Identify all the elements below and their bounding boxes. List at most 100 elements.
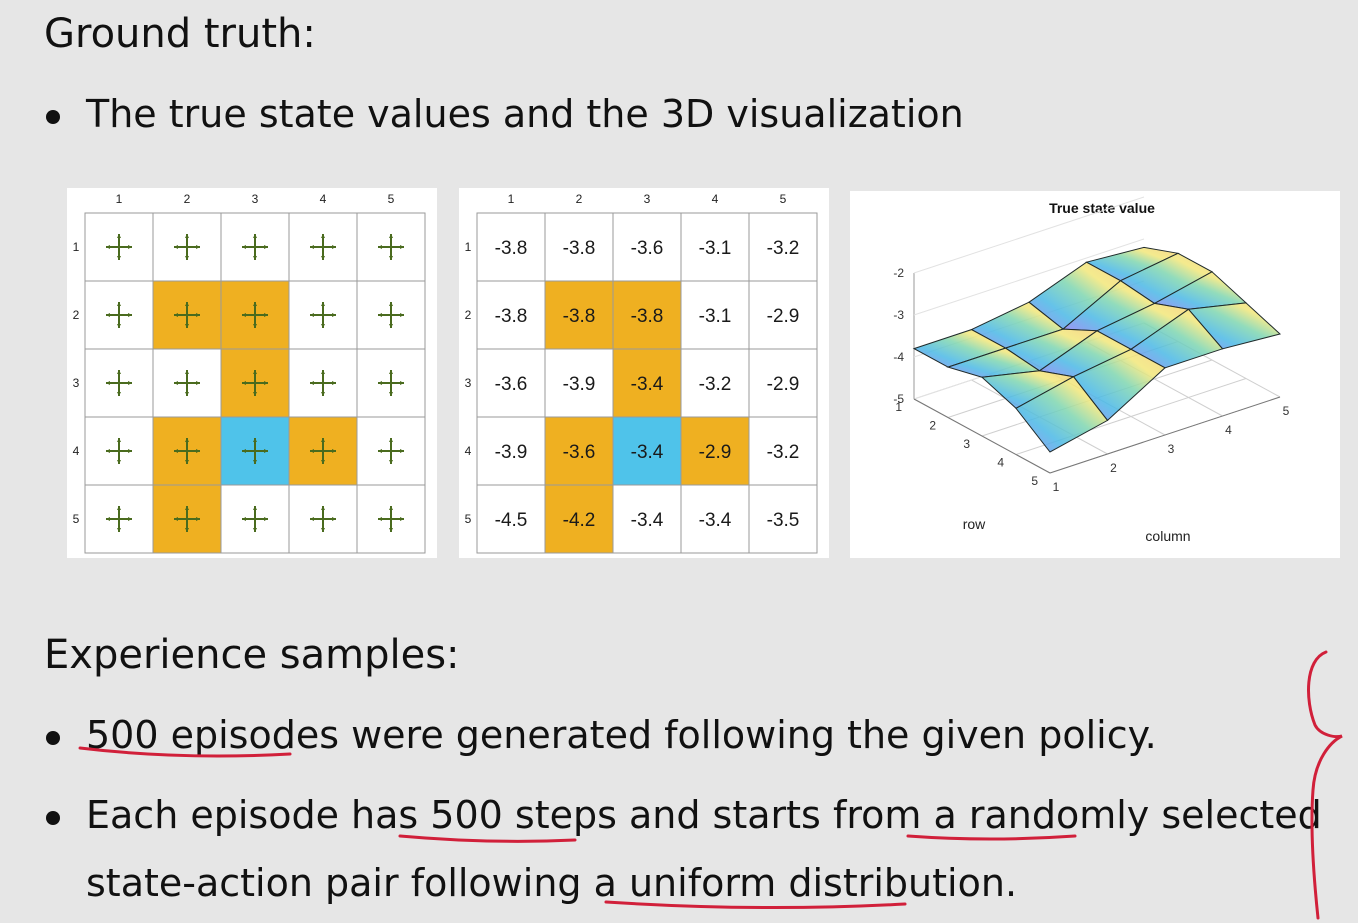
column-label: 2	[184, 192, 191, 206]
randomly-text: randomly	[968, 793, 1150, 837]
grid-cell-forbidden	[544, 280, 614, 350]
state-value-grid: 1 2 3 4 5 1 2 3 4 5 -3.8 -3.8 -3.6 -3.1 -3.2 -3.8 -3.8 -3…	[465, 192, 818, 554]
row-tick-label: 4	[997, 456, 1004, 470]
cross-arrows-icon	[242, 506, 268, 532]
grid-cell-forbidden	[612, 348, 682, 418]
state-value: -3.2	[767, 442, 800, 463]
grid-cell-white	[748, 348, 818, 418]
steps-text-b: and starts from a	[616, 793, 969, 837]
curly-brace-icon	[1307, 650, 1343, 920]
cross-arrows-icon	[106, 302, 132, 328]
cross-arrows-icon	[378, 506, 404, 532]
cross-arrows-icon	[106, 438, 132, 464]
column-tick-label: 5	[1283, 404, 1290, 418]
grid-cell-white	[748, 484, 818, 554]
state-value: -3.9	[495, 442, 528, 463]
cross-arrows-icon	[378, 370, 404, 396]
grid-cell-white	[476, 280, 546, 350]
grid-cell-white	[680, 484, 750, 554]
cross-arrows-icon	[310, 370, 336, 396]
state-value: -3.2	[767, 238, 800, 259]
state-value: -3.1	[699, 306, 732, 327]
column-label: 2	[576, 192, 583, 206]
z-tick-label: -3	[893, 308, 904, 322]
state-value: -3.9	[563, 374, 596, 395]
grid-cell-white	[680, 280, 750, 350]
cross-arrows-icon	[106, 506, 132, 532]
grid-cell-white	[476, 348, 546, 418]
grid-cell-white	[476, 212, 546, 282]
state-value: -2.9	[767, 306, 800, 327]
grid-cell-white	[680, 212, 750, 282]
row-label: 3	[465, 376, 472, 390]
column-label: 1	[116, 192, 123, 206]
grid-cell-white	[356, 416, 426, 486]
row-label: 1	[465, 240, 472, 254]
ground-truth-bullet-text: The true state values and the 3D visuali…	[86, 92, 964, 136]
row-label: 5	[73, 512, 80, 526]
state-value: -3.8	[563, 306, 596, 327]
state-value: -3.4	[631, 510, 664, 531]
state-value: -3.8	[495, 238, 528, 259]
column-tick-label: 1	[1053, 480, 1060, 494]
cross-arrows-icon	[378, 234, 404, 260]
cross-arrows-icon	[310, 302, 336, 328]
column-tick-label: 3	[1168, 442, 1175, 456]
cross-arrows-icon	[242, 302, 268, 328]
cross-arrows-icon	[378, 438, 404, 464]
state-value: -3.4	[699, 510, 732, 531]
chart-surface	[912, 246, 1282, 453]
ground-truth-bullet: The true state values and the 3D visuali…	[44, 92, 964, 136]
row-tick-label: 5	[1031, 474, 1038, 488]
cross-arrows-icon	[106, 370, 132, 396]
steps-text-a: Each episode has	[86, 793, 431, 837]
grid-cell-white	[220, 212, 290, 282]
grid-cell-white	[612, 484, 682, 554]
grid-cell-white	[476, 416, 546, 486]
cross-arrows-icon	[242, 234, 268, 260]
z-tick-label: -5	[893, 392, 904, 406]
row-label: 2	[73, 308, 80, 322]
steps-count-text: 500 steps	[430, 793, 617, 837]
column-label: 1	[508, 192, 515, 206]
grid-cell-white	[544, 212, 614, 282]
row-label: 5	[465, 512, 472, 526]
state-value: -3.4	[631, 374, 664, 395]
state-value: -3.8	[631, 306, 664, 327]
ground-truth-heading: Ground truth:	[44, 11, 316, 57]
cross-arrows-icon	[310, 506, 336, 532]
state-value: -3.6	[563, 442, 596, 463]
cross-arrows-icon	[174, 234, 200, 260]
episodes-count-text: 500 episodes	[86, 713, 340, 757]
z-tick-label: -2	[893, 266, 904, 280]
pair-text: state-action pair following a	[86, 861, 629, 905]
state-value: -3.2	[699, 374, 732, 395]
cross-arrows-icon	[310, 438, 336, 464]
row-label: 3	[73, 376, 80, 390]
policy-grid-panel: 1 2 3 4 5 1 2 3 4 5	[67, 188, 437, 558]
state-value-grid-panel: 1 2 3 4 5 1 2 3 4 5 -3.8 -3.8 -3.6 -3.1 -3.2 -3.8 -3.8 -3…	[459, 188, 829, 558]
state-value: -3.8	[563, 238, 596, 259]
cross-arrows-icon	[174, 302, 200, 328]
chart-title: True state value	[1049, 200, 1155, 216]
cross-arrows-icon	[174, 438, 200, 464]
uniform-distribution-text: uniform distribution	[628, 861, 1005, 905]
state-value: -2.9	[699, 442, 732, 463]
policy-grid: 1 2 3 4 5 1 2 3 4 5	[73, 192, 426, 554]
cross-arrows-icon	[174, 506, 200, 532]
row-label: 1	[73, 240, 80, 254]
cross-arrows-icon	[242, 370, 268, 396]
column-label: 5	[780, 192, 787, 206]
state-value: -3.5	[767, 510, 800, 531]
column-label: 4	[320, 192, 327, 206]
cross-arrows-icon	[242, 438, 268, 464]
period-text: .	[1004, 861, 1018, 905]
state-value: -3.6	[495, 374, 528, 395]
surface-chart-panel: True state value -2 -3 -4 -5 1 2 3 4 5 1 2 3 4 5 colu…	[850, 191, 1340, 558]
cross-arrows-icon	[174, 370, 200, 396]
episodes-bullet: 500 episodes were generated following th…	[44, 713, 1157, 757]
cross-arrows-icon	[106, 234, 132, 260]
grid-cell-white	[748, 416, 818, 486]
state-value: -3.6	[631, 238, 664, 259]
